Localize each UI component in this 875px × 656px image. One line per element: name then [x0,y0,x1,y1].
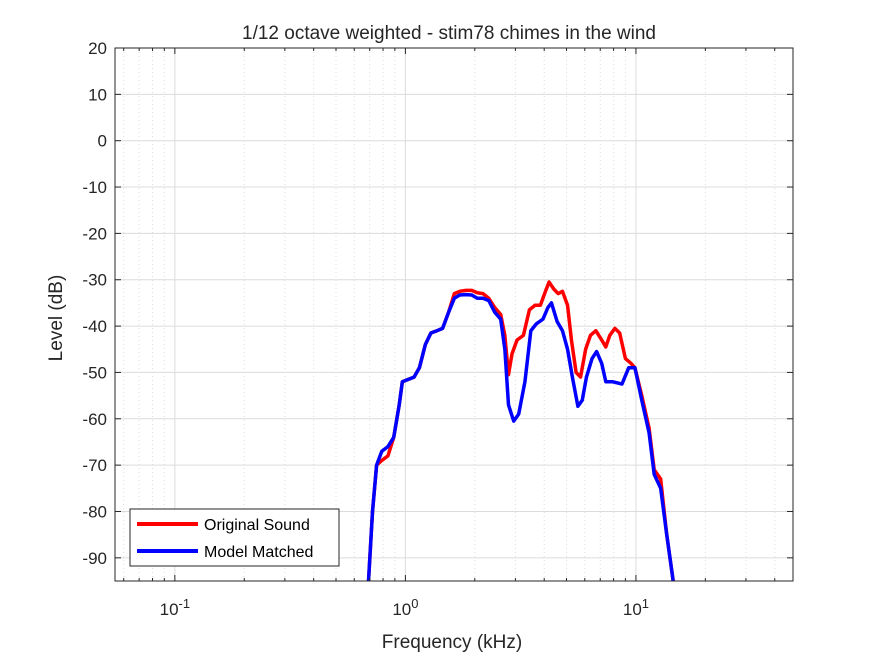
minor-grid [123,48,776,581]
legend-label-original-sound: Original Sound [204,517,310,534]
series-line-model-matched [366,292,675,581]
y-axis-label: Level (dB) [46,275,67,362]
chart-title: 1/12 octave weighted - stim78 chimes in … [242,23,656,44]
tick-marks [115,47,793,581]
plot-frame [114,47,794,582]
y-tick-label: 0 [98,132,107,151]
y-tick-label: -40 [82,317,107,336]
legend-box [129,508,340,567]
y-tick-label: 10 [88,85,107,104]
x-tick-label: 10-1 [160,596,190,619]
y-tick-label: -50 [82,363,107,382]
y-tick-label: -10 [82,178,107,197]
y-tick-label: -30 [82,271,107,290]
y-tick-label: -70 [82,456,107,475]
x-tick-labels: 10-1 100 101 [160,596,649,619]
plot-area [115,48,793,581]
x-axis-label: Frequency (kHz) [382,632,522,653]
x-tick-label: 101 [623,596,649,619]
series-layer [366,280,675,581]
y-tick-label: -20 [82,224,107,243]
legend: Original Sound Model Matched [129,508,340,567]
legend-label-model-matched: Model Matched [204,544,313,561]
y-tick-label: 20 [88,39,107,58]
y-tick-labels: 20 10 0 -10 -20 -30 -40 -50 -60 -70 -80 -90 [82,39,107,568]
y-tick-label: -60 [82,410,107,429]
x-tick-label: 100 [392,596,418,619]
y-tick-label: -80 [82,502,107,521]
y-tick-label: -90 [82,549,107,568]
